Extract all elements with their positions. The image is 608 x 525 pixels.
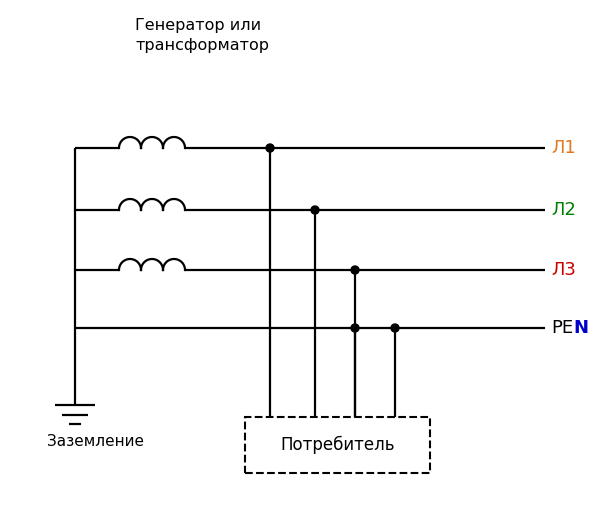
Text: N: N xyxy=(573,319,588,337)
Text: Л2: Л2 xyxy=(551,201,576,219)
Text: PE: PE xyxy=(551,319,573,337)
Bar xyxy=(245,417,430,473)
Text: Потребитель: Потребитель xyxy=(280,436,395,454)
Circle shape xyxy=(391,324,399,332)
Text: Заземление: Заземление xyxy=(47,434,144,449)
Text: трансформатор: трансформатор xyxy=(135,38,269,53)
Text: Генератор или: Генератор или xyxy=(135,18,261,33)
Circle shape xyxy=(351,266,359,274)
Circle shape xyxy=(311,206,319,214)
Text: Л3: Л3 xyxy=(551,261,576,279)
Text: Л1: Л1 xyxy=(551,139,576,157)
Circle shape xyxy=(266,144,274,152)
Circle shape xyxy=(351,324,359,332)
